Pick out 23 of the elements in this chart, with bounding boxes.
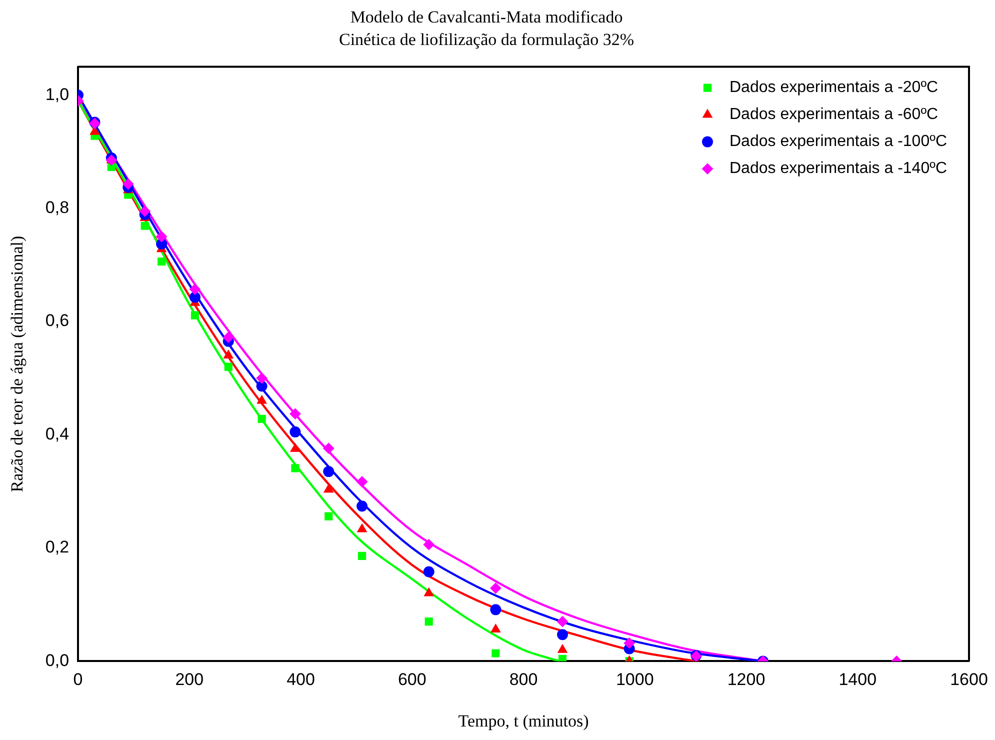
x-tick-label: 0 <box>73 670 83 690</box>
y-tick-label: 0,4 <box>45 424 70 444</box>
legend-label: Dados experimentais a -100ºC <box>729 133 948 150</box>
y-tick-label: 0,0 <box>45 650 70 670</box>
x-tick-label: 1000 <box>616 670 654 690</box>
legend-label: Dados experimentais a -20ºC <box>729 79 938 96</box>
legend-label: Dados experimentais a -60ºC <box>729 106 938 124</box>
x-tick-label: 1400 <box>838 670 877 690</box>
chart-subtitle: Cinética de liofilização da formulação 32% <box>338 30 634 50</box>
legend-label: Dados experimentais a -140ºC <box>729 160 948 178</box>
x-tick-label: 200 <box>175 670 204 690</box>
x-tick-label: 400 <box>286 670 315 690</box>
x-tick-label: 600 <box>398 670 426 690</box>
y-tick-label: 1,0 <box>45 84 70 104</box>
chart-title: Modelo de Cavalcanti-Mata modificado <box>350 8 623 27</box>
y-axis-title: Razão de teor de água (adimensional) <box>8 236 27 492</box>
y-tick-label: 0,2 <box>45 538 70 557</box>
x-axis-title: Tempo, t (minutos) <box>458 711 589 730</box>
y-tick-label: 0,6 <box>45 311 70 330</box>
x-tick-label: 800 <box>509 670 538 690</box>
y-tick-label: 0,8 <box>45 198 70 218</box>
x-tick-label: 1200 <box>727 670 766 690</box>
x-tick-label: 1600 <box>950 670 988 690</box>
